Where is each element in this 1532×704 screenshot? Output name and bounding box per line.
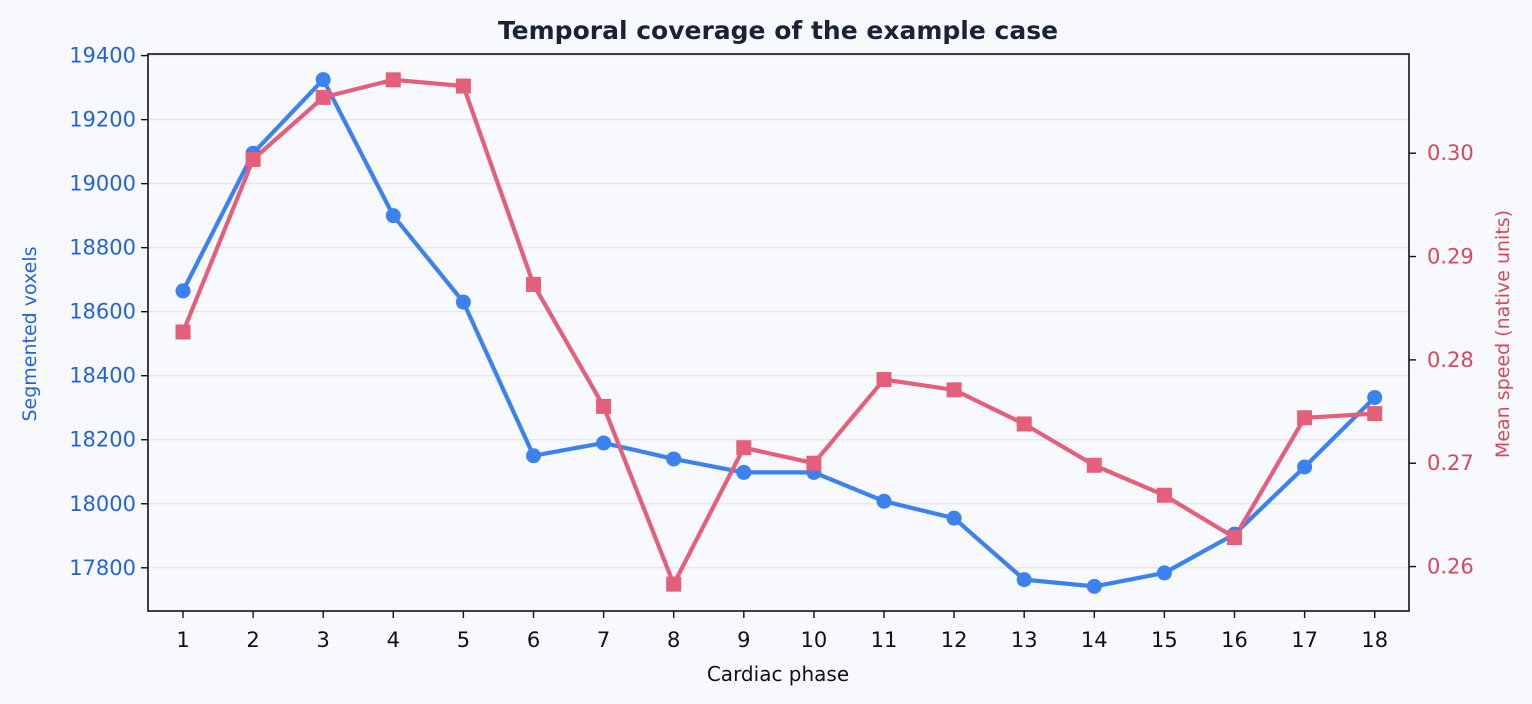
data-point-circle: [526, 448, 541, 464]
left-tick-label: 18000: [69, 492, 136, 516]
data-point-square: [1156, 487, 1172, 503]
data-point-circle: [455, 294, 471, 310]
x-tick-label: 13: [1011, 628, 1038, 652]
data-point-square: [455, 78, 471, 94]
data-point-circle: [1016, 572, 1032, 588]
x-tick-label: 9: [737, 628, 750, 652]
data-point-circle: [946, 510, 962, 526]
series-markers: [175, 72, 1383, 594]
x-tick-label: 8: [667, 628, 680, 652]
right-axis-ticks: 0.26 0.27 0.28 0.29 0.30: [1409, 141, 1474, 579]
right-y-axis-label: Mean speed (native units): [1492, 210, 1514, 458]
data-point-square: [1086, 457, 1102, 473]
plot-frame: [147, 53, 1410, 612]
data-point-square: [245, 151, 261, 167]
left-tick-label: 18800: [69, 236, 136, 260]
right-tick-label: 0.29: [1427, 245, 1474, 269]
left-tick-label: 19400: [69, 44, 136, 68]
data-point-square: [526, 276, 541, 292]
x-tick-label: 15: [1151, 628, 1178, 652]
right-tick-label: 0.30: [1427, 141, 1474, 165]
data-point-square: [1367, 406, 1383, 422]
left-axis-ticks: 17800 18000 18200 18400 18600 18800 19000 19200…: [69, 44, 148, 580]
right-tick-label: 0.27: [1427, 451, 1474, 475]
x-tick-label: 4: [387, 628, 400, 652]
data-point-square: [1016, 416, 1032, 432]
series-line-2: [180, 77, 1377, 587]
x-tick-label: 12: [941, 628, 968, 652]
data-point-circle: [1156, 565, 1172, 581]
x-tick-label: 16: [1221, 628, 1248, 652]
x-axis-ticks: 1 2 3 4 5 6 7 8 9 10 11 12 13 14 15 16 17 18: [176, 611, 1388, 652]
data-point-circle: [876, 493, 892, 509]
data-point-circle: [1367, 389, 1383, 405]
data-point-circle: [385, 208, 401, 224]
x-tick-label: 17: [1291, 628, 1318, 652]
series-line-1: [180, 77, 1377, 589]
x-tick-label: 14: [1081, 628, 1108, 652]
left-tick-label: 18400: [69, 364, 136, 388]
data-point-square: [876, 372, 892, 388]
x-tick-label: 1: [176, 628, 189, 652]
x-tick-label: 18: [1361, 628, 1388, 652]
data-point-circle: [175, 283, 191, 299]
left-tick-label: 19200: [69, 108, 136, 132]
data-point-circle: [315, 72, 331, 88]
data-point-circle: [666, 451, 682, 467]
data-point-circle: [736, 464, 752, 480]
left-y-axis-label: Segmented voxels: [19, 246, 41, 421]
x-tick-label: 3: [317, 628, 330, 652]
data-point-square: [1227, 530, 1242, 546]
data-point-square: [1297, 410, 1313, 426]
series-lines: [180, 77, 1377, 589]
right-tick-label: 0.26: [1427, 555, 1474, 579]
data-point-square: [175, 324, 191, 340]
data-point-square: [666, 576, 682, 592]
data-point-square: [736, 440, 752, 456]
data-point-square: [385, 72, 401, 88]
data-point-square: [946, 382, 962, 398]
data-point-circle: [1297, 459, 1313, 475]
x-axis-label: Cardiac phase: [707, 662, 849, 686]
data-point-circle: [596, 435, 612, 451]
x-tick-label: 10: [801, 628, 828, 652]
left-tick-label: 18200: [69, 428, 136, 452]
data-point-square: [596, 398, 612, 414]
data-point-square: [806, 455, 822, 471]
right-tick-label: 0.28: [1427, 348, 1474, 372]
chart-title: Temporal coverage of the example case: [498, 16, 1058, 45]
x-tick-label: 2: [246, 628, 259, 652]
data-point-square: [315, 89, 331, 105]
x-tick-label: 5: [457, 628, 470, 652]
x-tick-label: 11: [871, 628, 898, 652]
x-tick-label: 6: [527, 628, 540, 652]
left-tick-label: 17800: [69, 556, 136, 580]
left-tick-label: 19000: [69, 172, 136, 196]
left-tick-label: 18600: [69, 300, 136, 324]
data-point-circle: [1086, 578, 1102, 594]
gridlines: [148, 55, 1409, 569]
x-tick-label: 7: [597, 628, 610, 652]
